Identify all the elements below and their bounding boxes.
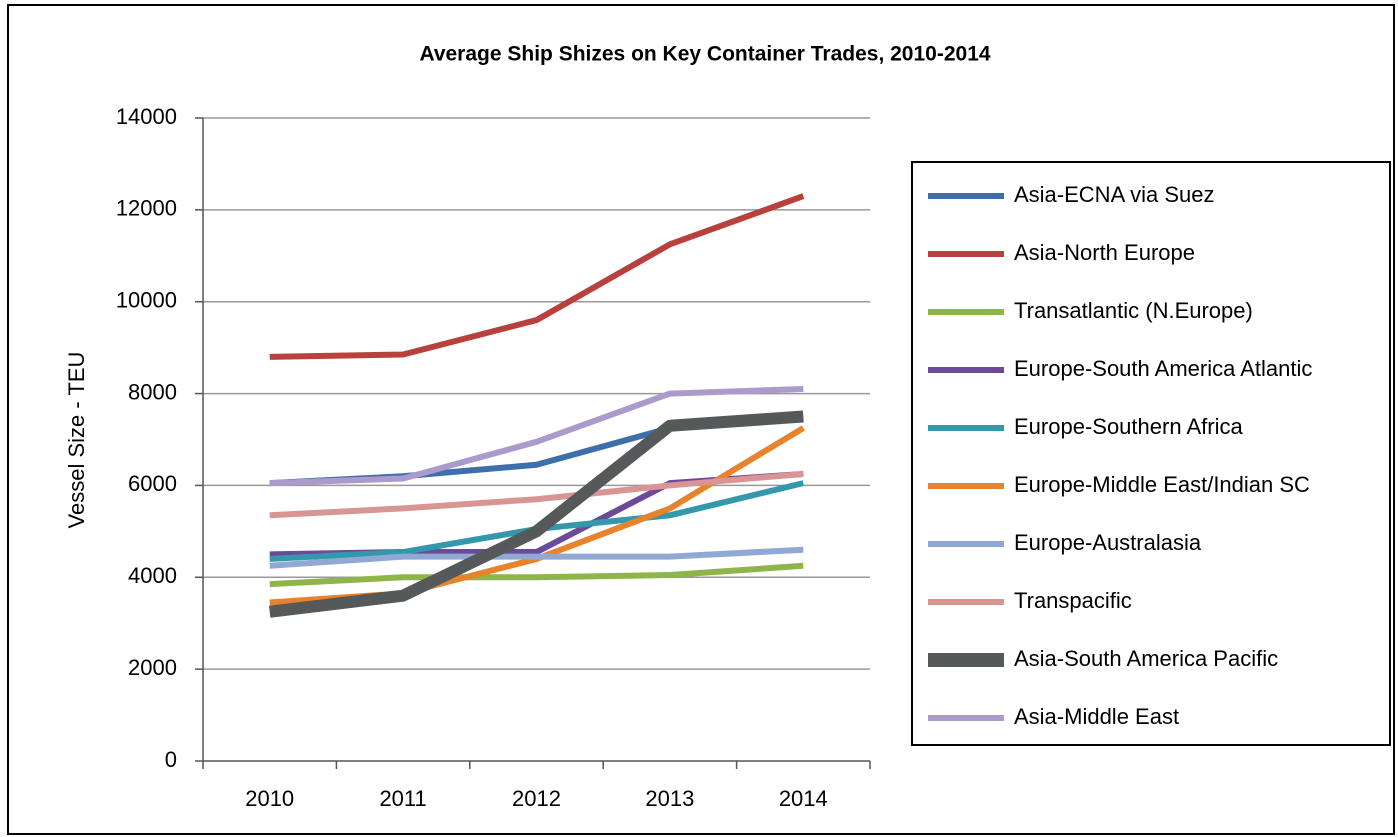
legend-label: Asia-North Europe xyxy=(1014,240,1195,265)
x-tick-label: 2010 xyxy=(245,786,294,811)
y-tick-label: 12000 xyxy=(116,196,177,221)
y-tick-label: 6000 xyxy=(128,471,177,496)
legend-label: Asia-ECNA via Suez xyxy=(1014,182,1215,207)
x-tick-label: 2014 xyxy=(779,786,828,811)
y-tick-label: 0 xyxy=(165,747,177,772)
legend-label: Europe-Southern Africa xyxy=(1014,414,1243,439)
series-line xyxy=(269,193,805,360)
y-tick-label: 4000 xyxy=(128,563,177,588)
y-tick-label: 2000 xyxy=(128,655,177,680)
legend-label: Europe-Middle East/Indian SC xyxy=(1014,472,1310,497)
legend-label: Transpacific xyxy=(1014,588,1132,613)
series-line xyxy=(269,562,804,588)
series-line xyxy=(269,546,804,569)
x-tick-label: 2012 xyxy=(512,786,561,811)
x-tick-label: 2013 xyxy=(645,786,694,811)
legend-label: Transatlantic (N.Europe) xyxy=(1014,298,1253,323)
series-line xyxy=(269,470,804,519)
legend-label: Europe-South America Atlantic xyxy=(1014,356,1312,381)
x-tick-label: 2011 xyxy=(379,786,426,811)
chart-title: Average Ship Shizes on Key Container Tra… xyxy=(419,43,990,66)
y-tick-label: 10000 xyxy=(116,288,177,313)
legend-label: Asia-South America Pacific xyxy=(1014,646,1278,671)
legend-box xyxy=(911,161,1391,746)
legend-label: Asia-Middle East xyxy=(1014,704,1179,729)
y-tick-label: 8000 xyxy=(128,379,177,404)
series-line xyxy=(269,385,804,487)
series-line xyxy=(268,410,804,618)
legend-label: Europe-Australasia xyxy=(1014,530,1202,555)
y-tick-label: 14000 xyxy=(116,104,177,129)
y-axis-label: Vessel Size - TEU xyxy=(64,352,89,529)
